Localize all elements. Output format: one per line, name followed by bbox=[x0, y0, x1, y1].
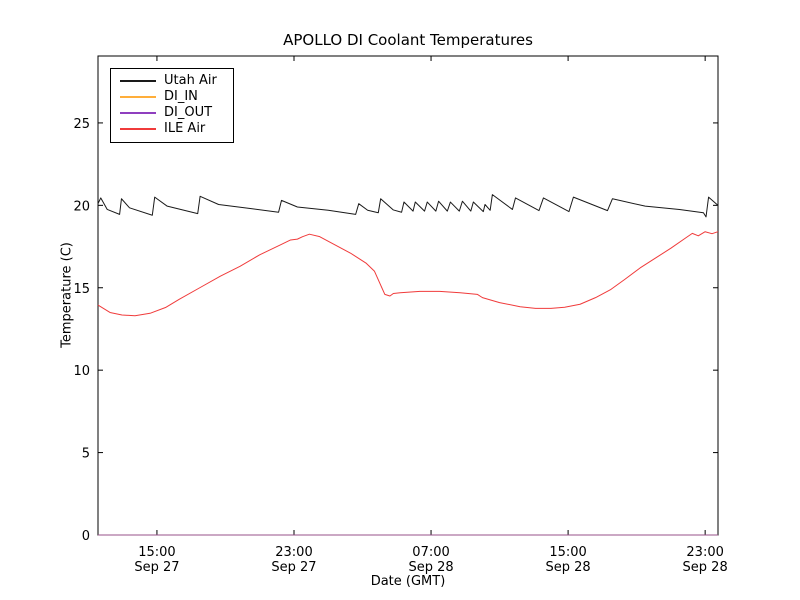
x-tick-label-date: Sep 28 bbox=[546, 560, 591, 575]
x-tick-label-date: Sep 27 bbox=[271, 560, 316, 575]
legend-label-ile-air: ILE Air bbox=[164, 121, 206, 136]
legend-label-di-in: DI_IN bbox=[164, 89, 198, 104]
legend-item-utah-air: Utah Air bbox=[111, 73, 233, 89]
legend-item-di-out: DI_OUT bbox=[111, 105, 233, 121]
legend-line-swatch-utah-air bbox=[120, 80, 156, 82]
y-tick-label: 10 bbox=[73, 364, 90, 379]
x-tick-label-date: Sep 28 bbox=[408, 560, 453, 575]
series-line-utah-air bbox=[97, 194, 719, 218]
x-tick-label-date: Sep 27 bbox=[134, 560, 179, 575]
x-axis-label: Date (GMT) bbox=[370, 574, 446, 589]
legend-item-di-in: DI_IN bbox=[111, 89, 233, 105]
y-tick-label: 20 bbox=[73, 199, 90, 214]
y-tick-label: 15 bbox=[73, 282, 90, 297]
y-axis-label: Temperature (C) bbox=[59, 242, 75, 348]
x-tick-label-time: 15:00 bbox=[138, 545, 175, 560]
y-tick-label: 0 bbox=[82, 529, 90, 544]
y-tick-label: 25 bbox=[73, 117, 90, 132]
x-tick-label-time: 23:00 bbox=[686, 545, 723, 560]
x-tick-label-time: 07:00 bbox=[412, 545, 449, 560]
legend-label-di-out: DI_OUT bbox=[164, 105, 213, 120]
series-line-ile-air bbox=[97, 231, 719, 317]
legend-line-swatch-di-out bbox=[120, 112, 156, 114]
chart-title: APOLLO DI Coolant Temperatures bbox=[283, 31, 533, 49]
y-tick-label: 5 bbox=[82, 447, 90, 462]
x-tick-label-time: 23:00 bbox=[275, 545, 312, 560]
legend-item-ile-air: ILE Air bbox=[111, 121, 233, 137]
x-tick-label-time: 15:00 bbox=[549, 545, 586, 560]
legend-label-utah-air: Utah Air bbox=[164, 73, 217, 88]
legend-line-swatch-di-in bbox=[120, 96, 156, 98]
x-tick-label-date: Sep 28 bbox=[683, 560, 728, 575]
legend: Utah Air DI_IN DI_OUT ILE Air bbox=[110, 68, 234, 143]
legend-line-swatch-ile-air bbox=[120, 128, 156, 130]
